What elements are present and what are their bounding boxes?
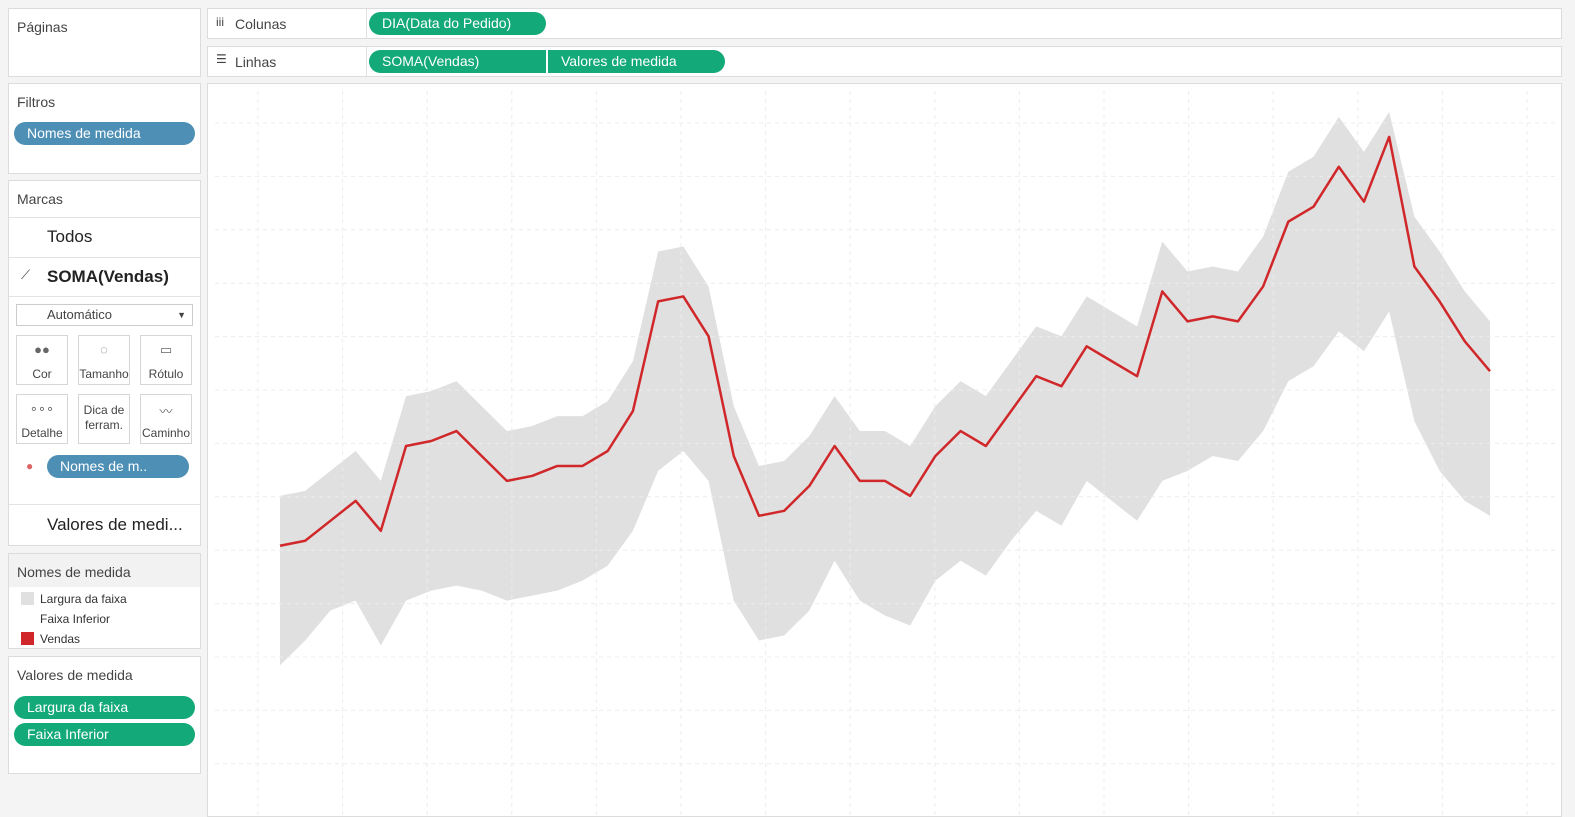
values-card: Valores de medida Largura da faixa Faixa… <box>8 656 201 774</box>
button-icon: 〰 <box>159 404 173 419</box>
divider <box>9 504 200 505</box>
mark-button[interactable]: ◌ Tamanho <box>78 335 130 385</box>
button-icon: ▭ <box>159 342 173 357</box>
columns-pill[interactable]: DIA(Data do Pedido) <box>369 12 546 35</box>
legend-swatch <box>21 632 34 645</box>
divider <box>9 257 200 258</box>
mark-type-dropdown[interactable]: Automático ▼ <box>16 304 193 326</box>
mark-button[interactable]: ●● Cor <box>16 335 68 385</box>
pages-label: Páginas <box>17 19 68 35</box>
marks-label: Marcas <box>17 191 63 207</box>
button-label: Caminho <box>141 426 191 440</box>
legend-swatch <box>21 592 34 605</box>
button-icon: ∘∘∘ <box>29 401 55 416</box>
button-label: Tamanho <box>79 367 129 381</box>
legend-card: Nomes de medida Largura da faixa Faixa In… <box>8 553 201 649</box>
dropdown-arrow: ▼ <box>177 310 186 320</box>
button-icon: ◌ <box>100 342 108 357</box>
divider <box>9 296 200 297</box>
columns-shelf: iii Colunas DIA(Data do Pedido) <box>207 8 1562 39</box>
mark-button[interactable]: 〰 Caminho <box>140 394 192 444</box>
divider <box>366 47 367 76</box>
columns-icon: iii <box>216 15 224 29</box>
marks-all[interactable]: Todos <box>47 227 93 246</box>
pages-card: Páginas <box>8 8 201 77</box>
band-area <box>280 111 1490 666</box>
rows-shelf: ☰ Linhas SOMA(Vendas) Valores de medida <box>207 46 1562 77</box>
button-label: Rótulo <box>148 367 184 381</box>
marks-card: Marcas Todos ⟋ SOMA(Vendas) Automático ▼ … <box>8 180 201 546</box>
line-icon: ⟋ <box>21 267 31 282</box>
mark-button[interactable]: ▭ Rótulo <box>140 335 192 385</box>
rows-pill[interactable]: Valores de medida <box>548 50 725 73</box>
band-lower <box>280 311 1490 812</box>
divider <box>366 9 367 38</box>
button-icon: ●● <box>34 342 50 357</box>
rows-label: Linhas <box>235 54 277 70</box>
legend-swatch <box>21 612 34 625</box>
button-label: Cor <box>32 367 52 381</box>
marks-values[interactable]: Valores de medi... <box>47 515 183 534</box>
mark-type: Automático <box>47 307 113 322</box>
filter-pill[interactable]: Nomes de medida <box>14 122 195 145</box>
marks-sum[interactable]: SOMA(Vendas) <box>47 267 169 286</box>
legend-label: Faixa Inferior <box>40 612 111 626</box>
filters-card: Filtros Nomes de medida <box>8 83 201 174</box>
chart <box>207 83 1562 817</box>
values-pill[interactable]: Largura da faixa <box>14 696 195 719</box>
legend-label: Vendas <box>40 632 81 646</box>
divider <box>9 217 200 218</box>
rows-pill[interactable]: SOMA(Vendas) <box>369 50 546 73</box>
legend-header <box>9 554 200 587</box>
mark-button[interactable]: ∘∘∘ Detalhe <box>16 394 68 444</box>
rows-icon: ☰ <box>216 52 227 66</box>
columns-label: Colunas <box>235 16 287 32</box>
color-icon: ● <box>26 459 34 473</box>
filters-label: Filtros <box>17 94 56 110</box>
legend-title: Nomes de medida <box>17 564 131 580</box>
marks-pill[interactable]: Nomes de m.. <box>47 455 189 478</box>
legend-label: Largura da faixa <box>40 592 127 606</box>
values-label: Valores de medida <box>17 667 133 683</box>
values-pill[interactable]: Faixa Inferior <box>14 723 195 746</box>
button-label: Detalhe <box>21 426 63 440</box>
mark-button[interactable]: Dica de ferram. <box>78 394 130 444</box>
sales-line <box>279 135 1491 547</box>
button-label: Dica de ferram. <box>83 403 125 432</box>
